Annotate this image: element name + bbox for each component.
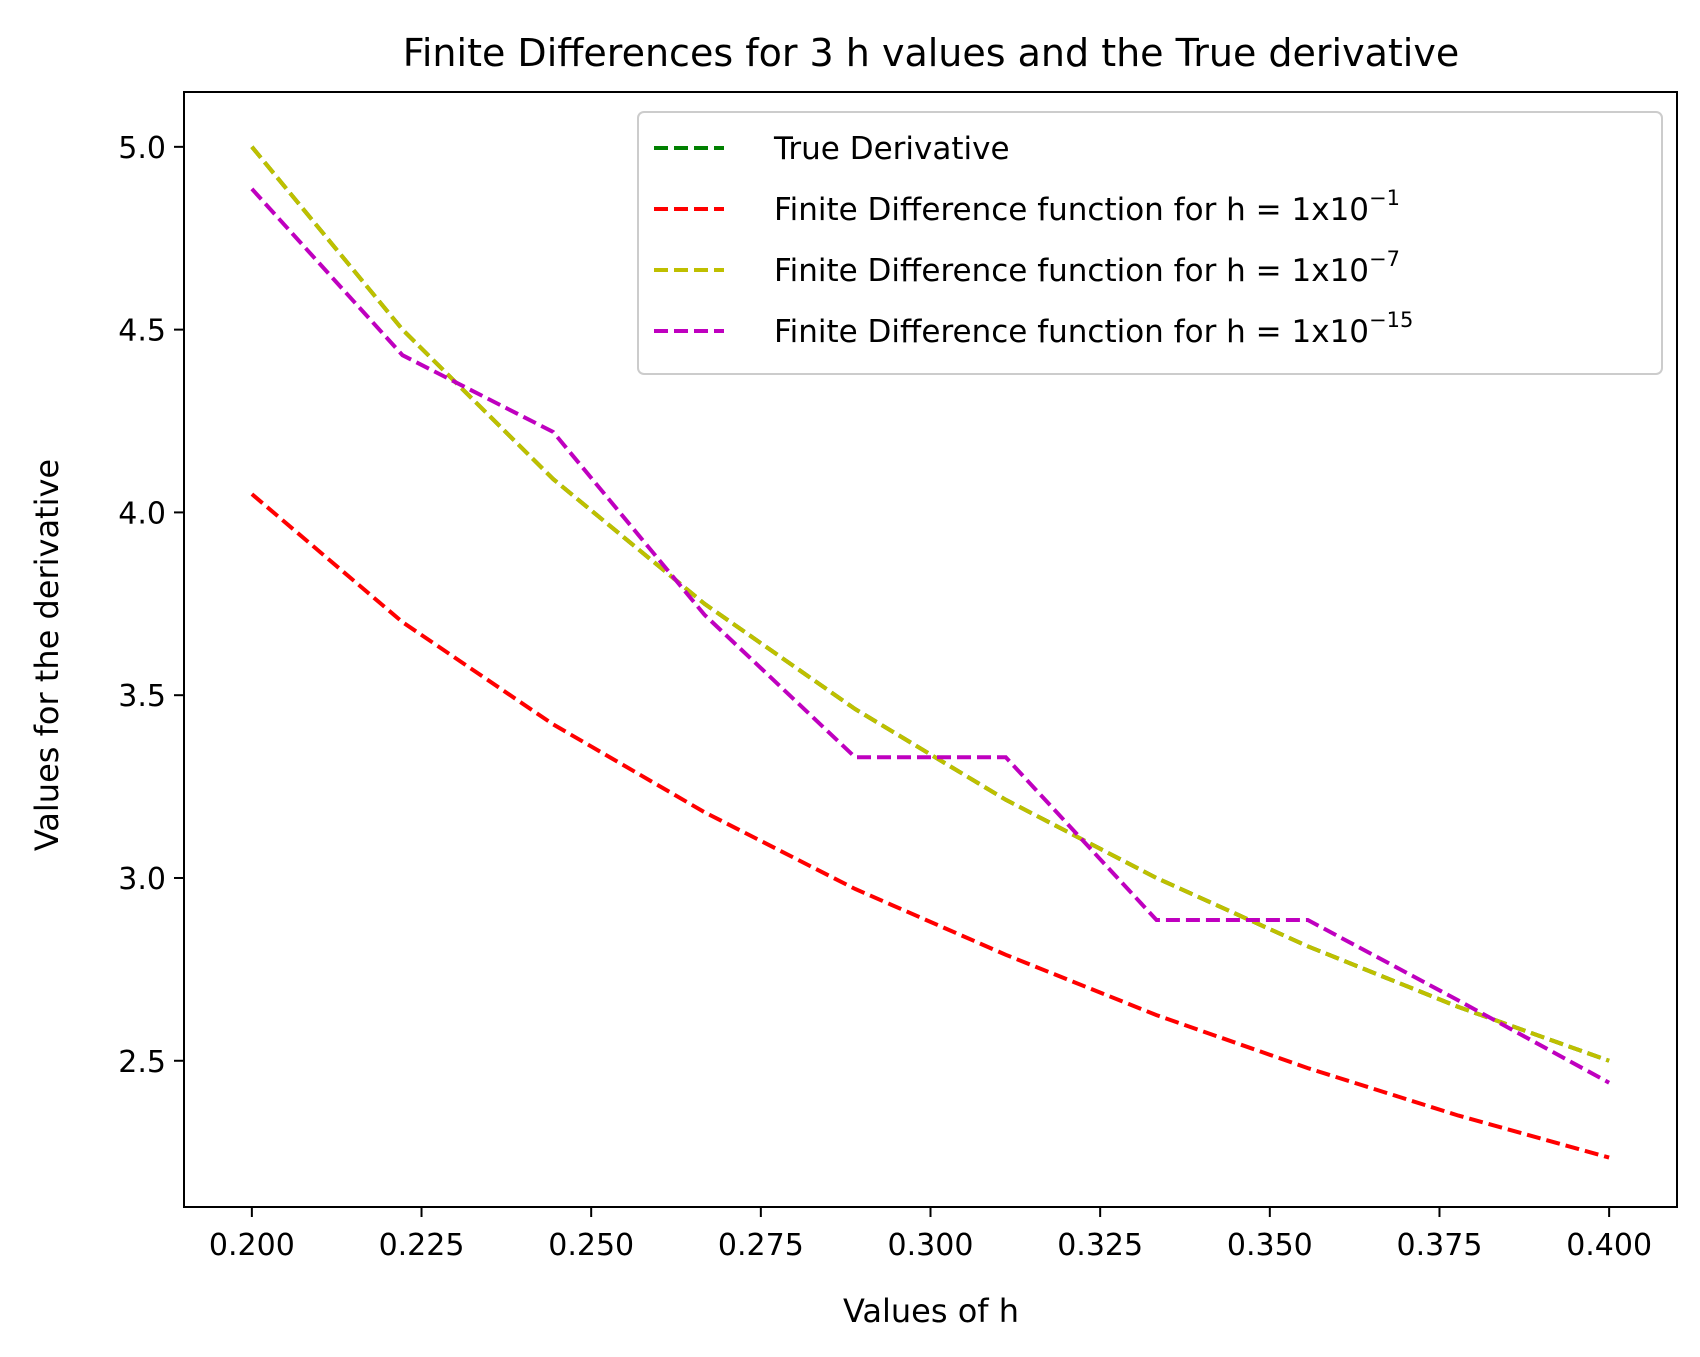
chart-title: Finite Differences for 3 h values and th… — [403, 31, 1459, 75]
y-tick-label: 5.0 — [118, 131, 166, 166]
x-tick-label: 0.225 — [379, 1228, 465, 1263]
legend-label: Finite Difference function for h = 1x10−… — [774, 186, 1400, 228]
y-tick-label: 3.5 — [118, 679, 166, 714]
legend-label: True Derivative — [773, 131, 1010, 167]
x-axis-ticks: 0.200 0.225 0.250 0.275 0.300 0.325 0.350 0.375… — [209, 1207, 1652, 1263]
y-tick-label: 4.5 — [118, 314, 166, 349]
legend: True Derivative Finite Difference functio… — [637, 111, 1663, 375]
legend-label: Finite Difference function for h = 1x10−… — [774, 308, 1413, 350]
x-tick-label: 0.200 — [209, 1228, 295, 1263]
y-tick-label: 3.0 — [118, 862, 166, 897]
x-tick-label: 0.300 — [888, 1228, 974, 1263]
legend-box — [637, 111, 1663, 375]
legend-label: Finite Difference function for h = 1x10−… — [774, 247, 1400, 289]
x-tick-label: 0.375 — [1397, 1228, 1483, 1263]
x-tick-label: 0.350 — [1227, 1228, 1313, 1263]
legend-exponent: −15 — [1369, 308, 1413, 332]
x-tick-label: 0.275 — [718, 1228, 804, 1263]
x-tick-label: 0.250 — [548, 1228, 634, 1263]
x-tick-label: 0.400 — [1566, 1228, 1652, 1263]
legend-exponent: −1 — [1369, 186, 1400, 210]
y-tick-label: 2.5 — [118, 1045, 166, 1080]
x-tick-label: 0.325 — [1057, 1228, 1143, 1263]
series-line-2 — [250, 492, 1610, 1160]
x-axis-label: Values of h — [843, 1292, 1019, 1330]
y-axis-label: Values for the derivative — [28, 459, 66, 851]
plot-lines — [250, 145, 1611, 1160]
y-tick-label: 4.0 — [118, 496, 166, 531]
series-line-3 — [250, 145, 1610, 1063]
legend-exponent: −7 — [1369, 247, 1400, 271]
series-line-4 — [250, 187, 1611, 1085]
y-axis-ticks: 2.5 3.0 3.5 4.0 4.5 5.0 — [118, 131, 184, 1080]
